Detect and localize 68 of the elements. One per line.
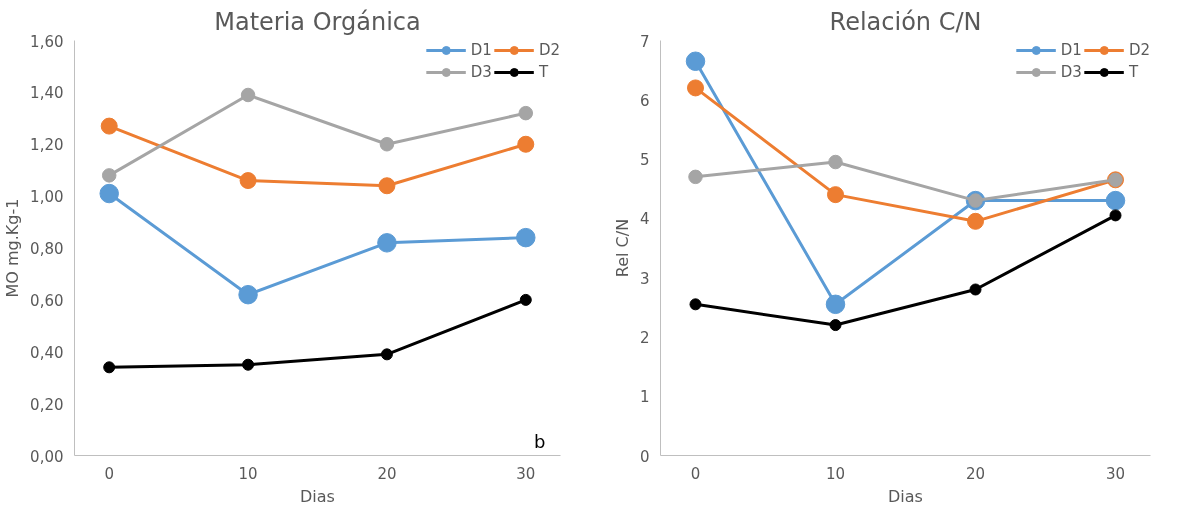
- point: [969, 283, 982, 296]
- point: [101, 168, 117, 183]
- x-tick-label: 10: [238, 464, 258, 483]
- point: [689, 298, 702, 311]
- legend-label: D1: [470, 41, 492, 59]
- point: [242, 358, 255, 371]
- y-tick-label: 0,00: [30, 447, 64, 466]
- point: [519, 293, 532, 306]
- point: [240, 87, 256, 103]
- x-tick-label: 20: [965, 464, 986, 483]
- point: [238, 284, 258, 305]
- y-tick-label: 1: [639, 388, 650, 407]
- point: [377, 233, 397, 253]
- point: [517, 135, 535, 153]
- legend-label: T: [538, 63, 550, 81]
- legend-label: D1: [1060, 41, 1082, 59]
- point: [1105, 190, 1126, 211]
- point: [829, 319, 842, 332]
- point: [518, 105, 534, 121]
- x-tick-label: 20: [377, 464, 397, 483]
- y-tick-label: 5: [639, 151, 650, 170]
- point: [379, 137, 395, 152]
- x-axis-title: Dias: [888, 486, 923, 506]
- legend-label: T: [1128, 63, 1140, 81]
- y-tick-label: 0,80: [30, 240, 64, 258]
- y-tick-label: 0: [639, 447, 650, 466]
- point: [380, 348, 393, 361]
- y-tick-label: 0,40: [30, 343, 64, 362]
- y-tick-label: 4: [639, 210, 650, 229]
- point: [825, 294, 846, 315]
- y-tick-label: 6: [639, 91, 650, 110]
- x-tick-label: 0: [690, 464, 701, 483]
- point: [688, 169, 703, 185]
- y-tick-label: 7: [639, 32, 650, 51]
- point: [1109, 209, 1122, 222]
- chart-title: Materia Orgánica: [214, 7, 421, 36]
- point: [103, 361, 116, 374]
- point: [99, 183, 119, 204]
- y-tick-label: 1,00: [30, 188, 64, 207]
- point: [100, 117, 118, 135]
- point: [828, 154, 843, 170]
- y-tick-label: 3: [639, 269, 650, 288]
- annotation: b: [534, 430, 546, 452]
- x-axis-title: Dias: [300, 486, 335, 506]
- point: [685, 51, 706, 71]
- y-axis-title: Rel C/N: [612, 218, 632, 278]
- legend-label: D2: [538, 41, 560, 59]
- x-tick-label: 30: [1105, 464, 1126, 483]
- y-tick-label: 0,60: [30, 291, 64, 310]
- y-tick-label: 0,20: [30, 395, 64, 414]
- point: [827, 186, 844, 204]
- y-tick-label: 2: [639, 328, 650, 347]
- y-tick-label: 1,20: [30, 136, 64, 155]
- point: [239, 172, 257, 190]
- legend-label: D2: [1128, 41, 1150, 59]
- legend-label: D3: [1060, 63, 1082, 81]
- y-tick-label: 1,40: [30, 84, 64, 103]
- point: [687, 79, 704, 97]
- x-tick-label: 10: [825, 464, 846, 483]
- point: [516, 227, 536, 248]
- x-tick-label: 0: [104, 464, 114, 483]
- x-tick-label: 30: [516, 464, 536, 483]
- legend-label: D3: [470, 63, 492, 81]
- y-tick-label: 1,60: [30, 32, 64, 51]
- point: [967, 212, 984, 230]
- y-axis-title: MO mg.Kg-1: [3, 198, 23, 298]
- chart-title: Relación C/N: [829, 7, 982, 36]
- point: [378, 177, 396, 195]
